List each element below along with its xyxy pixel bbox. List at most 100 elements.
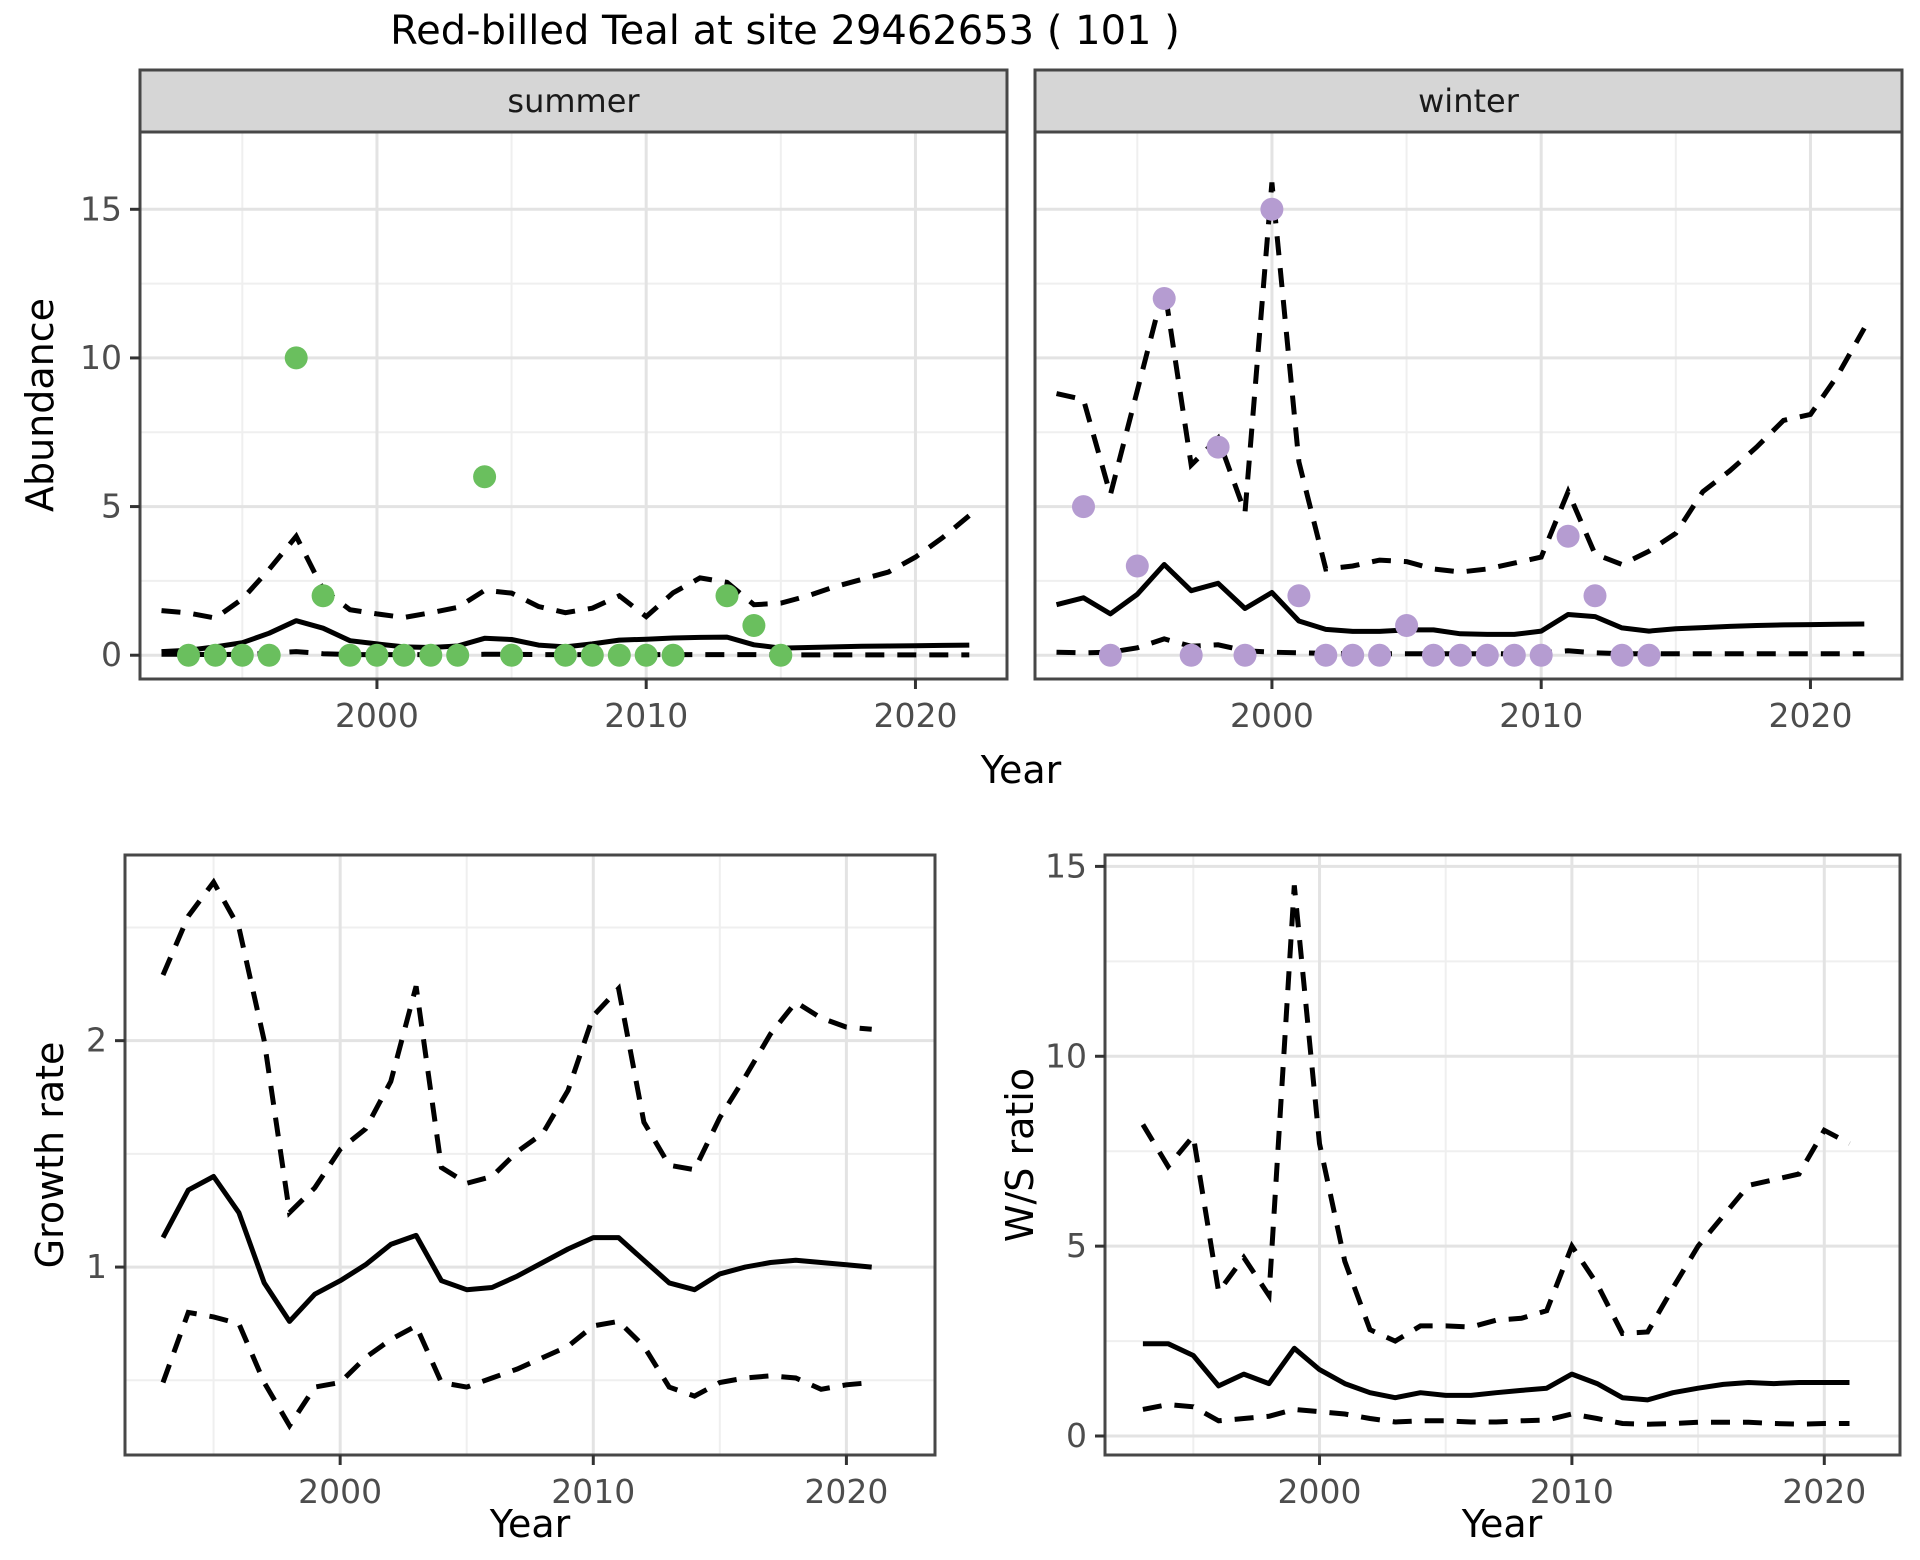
w-s-ratio-lower-ci-line xyxy=(1142,1401,1850,1427)
growth-rate-lines xyxy=(160,877,872,1431)
summer-data-point xyxy=(230,643,254,667)
summer-points xyxy=(177,346,793,667)
growth-rate-panel: 2000 2010 2020 1 2 xyxy=(86,853,937,1511)
w-s-ratio-panel: 2000 2010 2020 0 5 10 15 xyxy=(1045,846,1902,1511)
y-axis-title-abundance: Abundance xyxy=(18,297,62,513)
w-s-ratio-y-tick-label: 15 xyxy=(1045,846,1087,885)
growth-rate-median-line xyxy=(160,1174,872,1324)
summer-upper-ci-line xyxy=(161,513,971,621)
winter-axis-ticks: 2000 2010 2020 xyxy=(1230,679,1852,735)
winter-data-point xyxy=(1072,495,1095,519)
winter-data-point xyxy=(1422,643,1445,667)
growth-rate-panel-border xyxy=(123,853,937,1457)
growth-rate-y-tick-label: 2 xyxy=(86,1021,107,1060)
w-s-ratio-x-tick-label: 2010 xyxy=(1530,1472,1614,1511)
w-s-ratio-x-tick-label: 2000 xyxy=(1278,1472,1362,1511)
y-axis-title-growth-rate: Growth rate xyxy=(28,1041,72,1269)
winter-x-tick-label: 2000 xyxy=(1230,696,1314,735)
summer-x-tick-label: 2020 xyxy=(873,696,957,735)
growth-rate-x-tick-label: 2020 xyxy=(804,1472,888,1511)
summer-data-point xyxy=(203,643,227,667)
growth-rate-gridlines xyxy=(125,855,935,1455)
summer-data-point xyxy=(769,643,793,667)
winter-gridlines xyxy=(1035,132,1902,679)
growth-rate-axis-ticks: 2000 2010 2020 1 2 xyxy=(86,1021,888,1511)
summer-data-point xyxy=(311,584,335,608)
summer-x-tick-label: 2010 xyxy=(604,696,688,735)
winter-data-point xyxy=(1152,287,1176,310)
summer-lines xyxy=(161,513,971,658)
summer-data-point xyxy=(365,643,389,667)
summer-data-point xyxy=(473,465,497,489)
summer-x-tick-label: 2000 xyxy=(335,696,419,735)
w-s-ratio-y-tick-label: 0 xyxy=(1066,1416,1087,1455)
summer-y-tick-label: 15 xyxy=(80,189,122,228)
winter-data-point xyxy=(1502,643,1526,667)
summer-data-point xyxy=(392,643,416,667)
winter-data-point xyxy=(1287,584,1311,608)
w-s-ratio-lines xyxy=(1140,885,1851,1427)
facet-strip-summer: summer xyxy=(507,82,640,120)
summer-data-point xyxy=(419,643,443,667)
w-s-ratio-axis-ticks: 2000 2010 2020 0 5 10 15 xyxy=(1045,846,1866,1511)
winter-points xyxy=(1072,197,1661,667)
summer-data-point xyxy=(580,643,604,667)
x-axis-title-year-bottom-left: Year xyxy=(489,1502,571,1546)
summer-axis-ticks: 2000 2010 2020 0 5 10 15 xyxy=(80,189,957,735)
summer-lower-ci-line xyxy=(161,649,970,658)
winter-data-point xyxy=(1448,643,1472,667)
w-s-ratio-gridlines xyxy=(1105,855,1900,1455)
growth-rate-y-tick-label: 1 xyxy=(86,1247,107,1286)
y-axis-title-ws-ratio: W/S ratio xyxy=(998,1067,1042,1243)
growth-rate-lower-ci-line xyxy=(160,1309,872,1431)
summer-data-point xyxy=(177,643,200,667)
x-axis-title-year-top: Year xyxy=(980,748,1062,792)
w-s-ratio-upper-ci-line xyxy=(1140,885,1851,1344)
winter-data-point xyxy=(1179,643,1203,667)
summer-data-point xyxy=(284,346,308,370)
winter-upper-ci-line xyxy=(1055,182,1867,575)
summer-data-point xyxy=(634,643,658,667)
winter-data-point xyxy=(1368,643,1392,667)
winter-data-point xyxy=(1529,643,1553,667)
winter-panel-border xyxy=(1033,130,1904,681)
summer-data-point xyxy=(500,643,524,667)
winter-median-line xyxy=(1055,562,1865,637)
summer-y-tick-label: 5 xyxy=(101,487,122,526)
winter-x-tick-label: 2020 xyxy=(1768,696,1852,735)
facet-strip-winter: winter xyxy=(1418,82,1519,120)
growth-rate-x-tick-label: 2000 xyxy=(298,1472,382,1511)
growth-rate-upper-ci-line xyxy=(160,877,872,1218)
winter-data-point xyxy=(1583,584,1607,608)
winter-data-point xyxy=(1233,643,1257,667)
w-s-ratio-y-tick-label: 5 xyxy=(1066,1226,1087,1265)
page-title: Red-billed Teal at site 29462653 ( 101 ) xyxy=(390,8,1180,54)
winter-data-point xyxy=(1637,643,1661,667)
summer-data-point xyxy=(257,643,281,667)
w-s-ratio-median-line xyxy=(1142,1341,1850,1403)
winter-x-tick-label: 2010 xyxy=(1499,696,1583,735)
summer-strip xyxy=(138,68,1009,134)
summer-data-point xyxy=(715,584,739,608)
summer-panel-border xyxy=(138,130,1009,681)
summer-data-point xyxy=(446,643,470,667)
summer-data-point xyxy=(742,614,766,637)
summer-y-tick-label: 10 xyxy=(80,338,122,377)
winter-data-point xyxy=(1098,643,1122,667)
growth-rate-x-tick-label: 2010 xyxy=(551,1472,635,1511)
winter-data-point xyxy=(1395,614,1419,637)
w-s-ratio-panel-border xyxy=(1103,853,1902,1457)
w-s-ratio-y-tick-label: 10 xyxy=(1045,1036,1087,1075)
winter-data-point xyxy=(1260,197,1284,221)
summer-gridlines xyxy=(140,132,1007,679)
summer-data-point xyxy=(607,643,631,667)
winter-data-point xyxy=(1341,643,1365,667)
winter-lines xyxy=(1055,182,1867,657)
summer-panel: 2000 2010 2020 0 5 10 15 xyxy=(80,68,1009,735)
summer-data-point xyxy=(661,643,685,667)
winter-data-point xyxy=(1610,643,1634,667)
winter-data-point xyxy=(1475,643,1499,667)
winter-data-point xyxy=(1206,435,1230,459)
winter-data-point xyxy=(1314,643,1338,667)
